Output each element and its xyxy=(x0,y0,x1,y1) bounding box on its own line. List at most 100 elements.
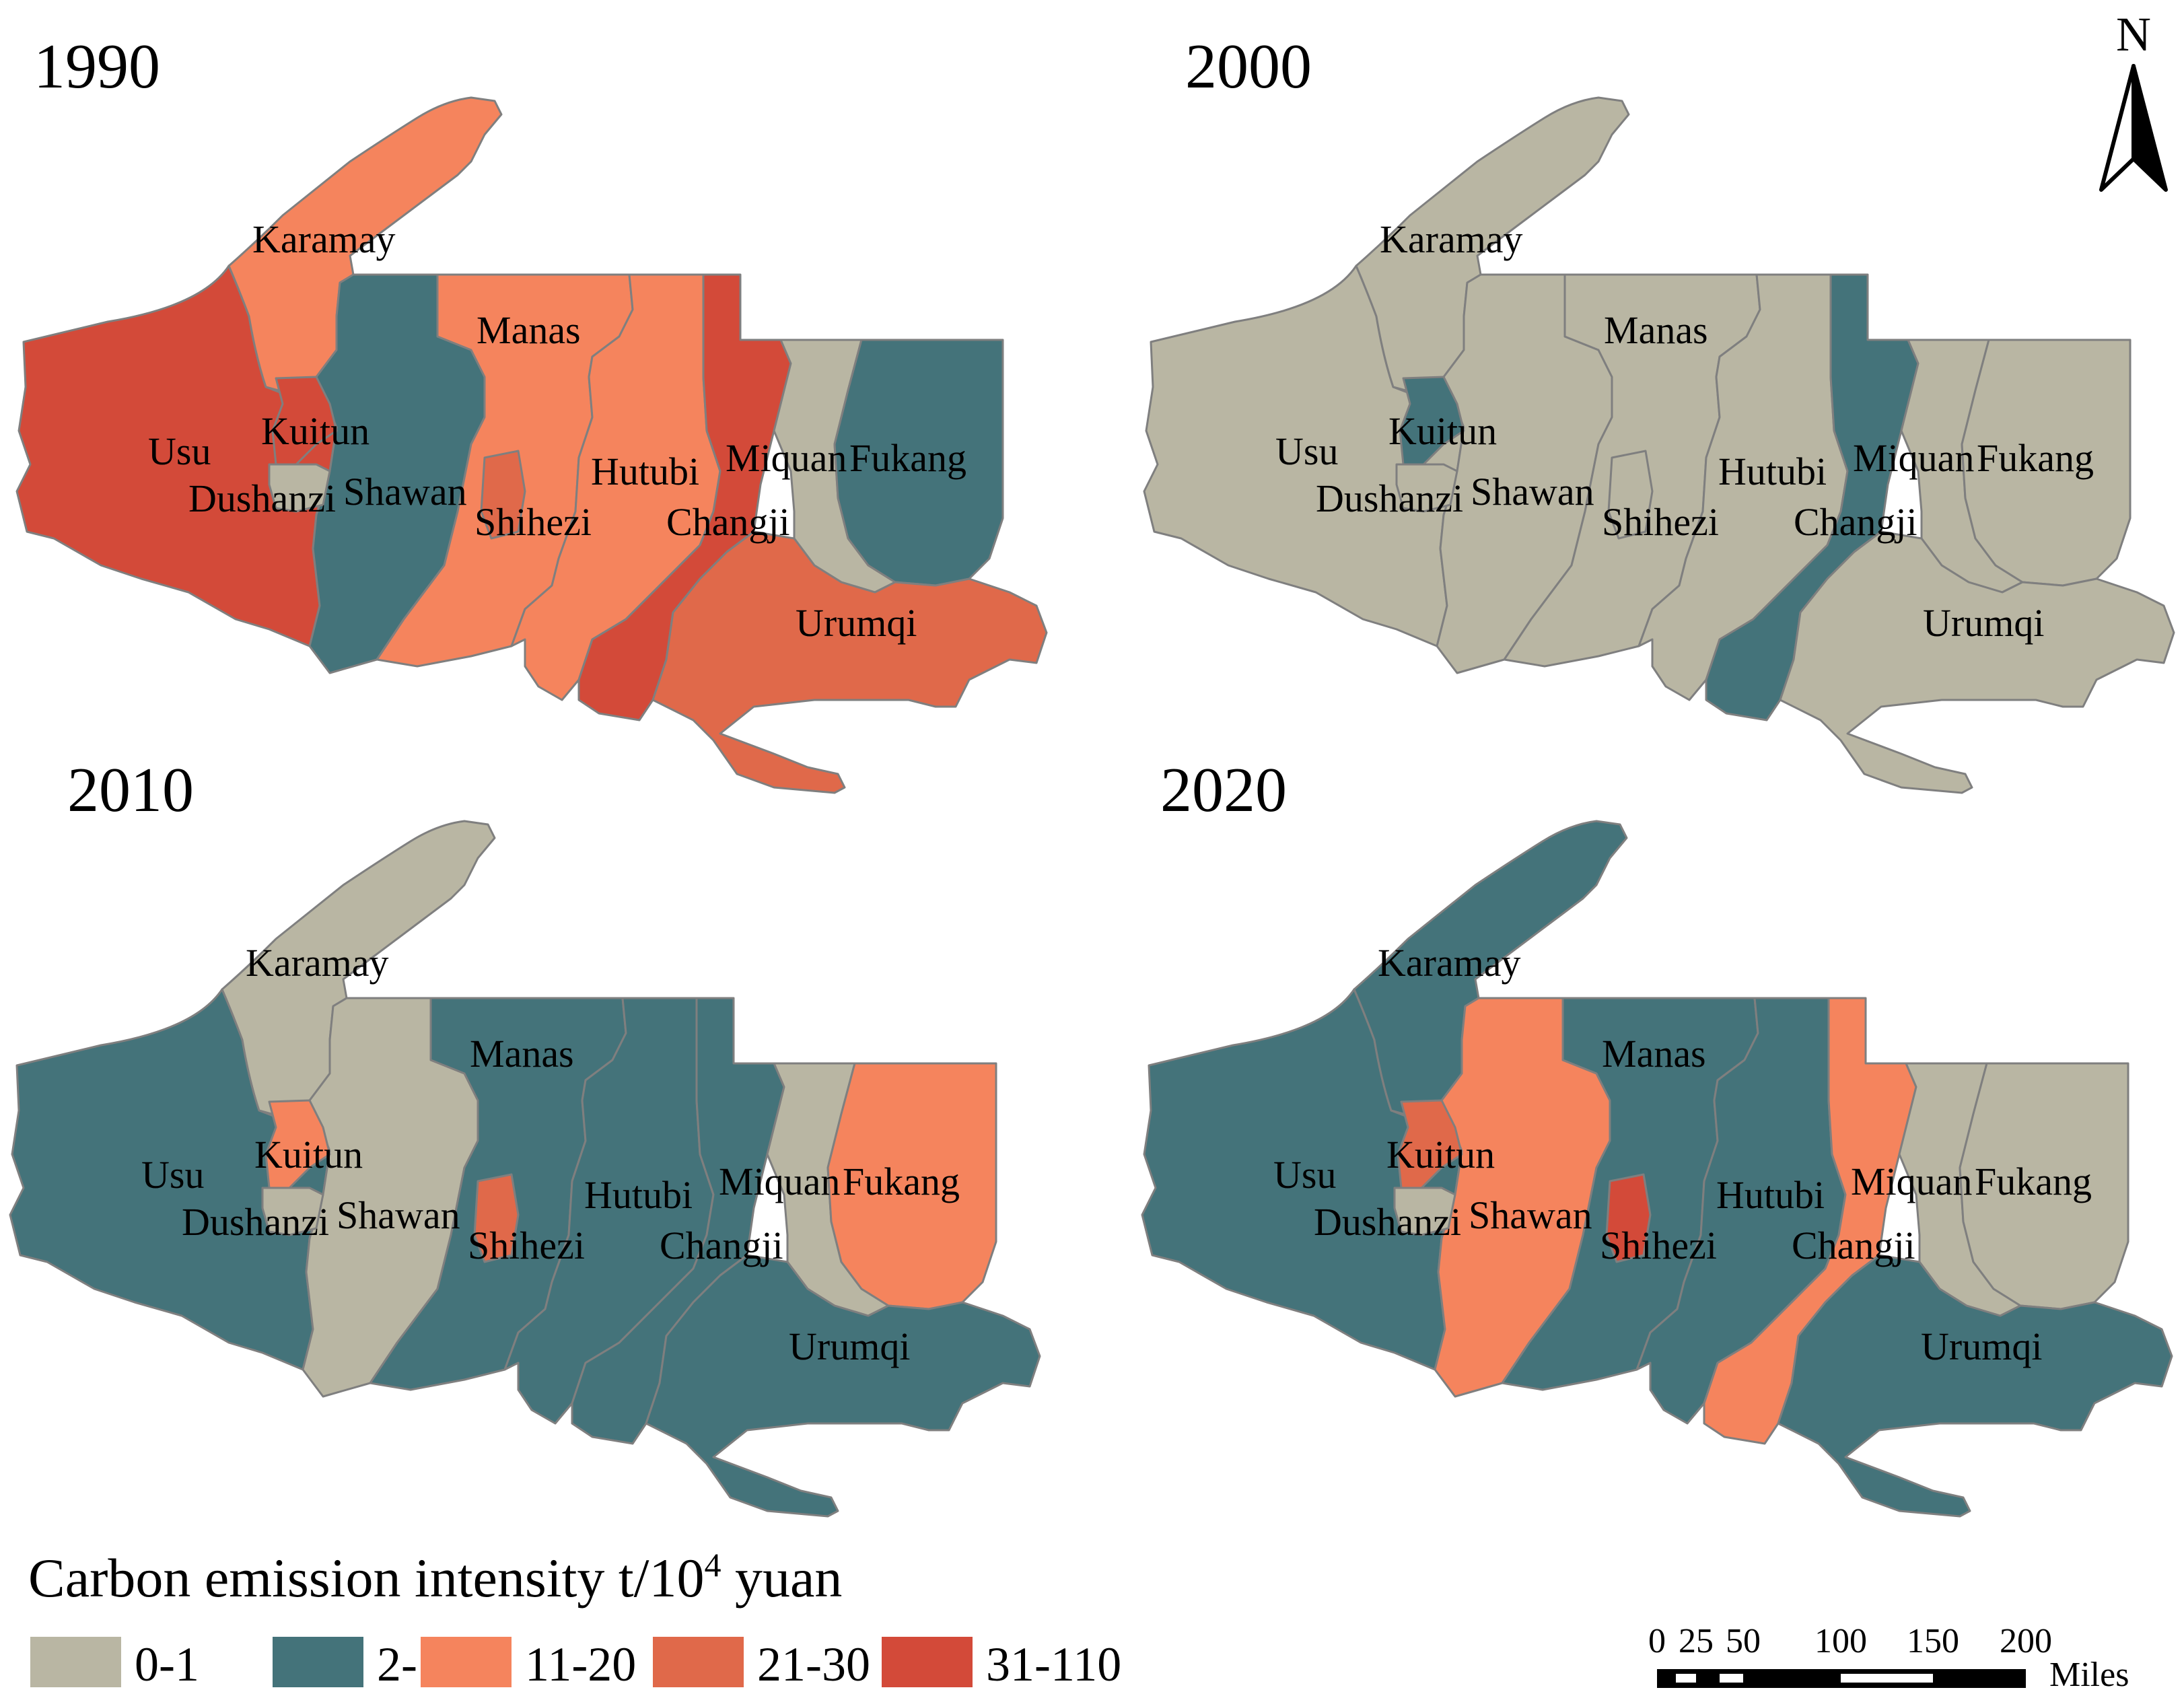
legend-swatch xyxy=(273,1637,363,1687)
city-label-dushanzi: Dushanzi xyxy=(1316,477,1463,520)
city-label-shihezi: Shihezi xyxy=(1602,500,1719,544)
city-label-usu: Usu xyxy=(141,1153,204,1197)
scale-bar-segment xyxy=(1720,1674,1743,1683)
city-label-karamay: Karamay xyxy=(246,941,389,985)
city-label-urumqi: Urumqi xyxy=(789,1325,910,1368)
legend-swatch xyxy=(882,1637,973,1687)
city-label-changji: Changji xyxy=(1792,1224,1915,1267)
legend-swatch xyxy=(421,1637,512,1687)
city-label-urumqi: Urumqi xyxy=(1923,601,2044,645)
city-label-shawan: Shawan xyxy=(1469,1193,1592,1237)
city-label-shawan: Shawan xyxy=(337,1193,460,1237)
region-shihezi xyxy=(480,450,526,540)
scale-tick-label: 200 xyxy=(2000,1622,2052,1660)
region-urumqi xyxy=(651,530,1048,794)
panel-year-title: 1990 xyxy=(34,32,160,102)
city-label-usu: Usu xyxy=(1275,429,1338,473)
city-label-hutubi: Hutubi xyxy=(584,1173,693,1217)
scale-bar-segment xyxy=(1676,1674,1696,1683)
city-label-changji: Changji xyxy=(666,500,790,544)
city-label-shawan: Shawan xyxy=(343,470,467,514)
north-arrow-letter: N xyxy=(2116,7,2151,61)
region-dushanzi xyxy=(261,1187,324,1236)
legend-label: 0-1 xyxy=(135,1637,199,1691)
north-arrow: N xyxy=(2099,7,2168,192)
city-label-dushanzi: Dushanzi xyxy=(182,1200,329,1244)
city-label-kuitun: Kuitun xyxy=(254,1133,363,1176)
city-label-shihezi: Shihezi xyxy=(468,1224,585,1267)
panel-year-title: 2020 xyxy=(1160,755,1287,825)
city-label-karamay: Karamay xyxy=(1380,217,1523,261)
region-karamay xyxy=(227,96,503,398)
scale-bar-segments xyxy=(1657,1669,2026,1688)
city-label-miquan: Miquan xyxy=(1851,1160,1972,1203)
region-shihezi xyxy=(1607,450,1654,540)
city-label-hutubi: Hutubi xyxy=(1718,450,1827,493)
scale-tick-labels: 0 25 50 100 150 200 xyxy=(1648,1622,2052,1660)
panel-year-title: 2000 xyxy=(1185,32,1312,102)
north-arrow-right-half xyxy=(2132,64,2168,192)
city-label-karamay: Karamay xyxy=(252,217,396,261)
region-karamay xyxy=(1355,96,1630,398)
city-label-manas: Manas xyxy=(1604,308,1708,352)
region-shihezi xyxy=(473,1173,520,1263)
scale-tick-label: 150 xyxy=(1907,1622,1959,1660)
scale-tick-label: 50 xyxy=(1726,1622,1761,1660)
region-dushanzi xyxy=(1393,1187,1456,1236)
city-label-hutubi: Hutubi xyxy=(1716,1173,1825,1217)
city-label-shihezi: Shihezi xyxy=(1600,1224,1717,1267)
legend-swatch xyxy=(30,1637,121,1687)
city-label-hutubi: Hutubi xyxy=(591,450,699,493)
region-urumqi xyxy=(1779,530,2175,794)
city-label-fukang: Fukang xyxy=(849,436,966,480)
map-panel-2010: 2010 Karamay Usu Kuitun Dushanzi Shawan Manas S… xyxy=(9,755,1041,1518)
city-label-dushanzi: Dushanzi xyxy=(1314,1200,1461,1244)
legend-swatch xyxy=(653,1637,744,1687)
legend-title: Carbon emission intensity t/104 yuan xyxy=(28,1546,842,1609)
city-label-miquan: Miquan xyxy=(1853,436,1974,480)
city-label-usu: Usu xyxy=(148,429,211,473)
city-label-shihezi: Shihezi xyxy=(474,500,592,544)
map-panel-1990: 1990 Karamay Usu Kuitun Dushanzi Shawan Manas S… xyxy=(15,32,1048,794)
scale-unit-label: Miles xyxy=(2049,1656,2129,1694)
city-label-miquan: Miquan xyxy=(719,1160,840,1203)
scale-tick-label: 0 xyxy=(1648,1622,1666,1660)
region-urumqi xyxy=(1777,1254,2173,1518)
scale-bar-segment xyxy=(1841,1674,1933,1683)
city-label-usu: Usu xyxy=(1273,1153,1336,1197)
region-urumqi xyxy=(645,1254,1041,1518)
city-label-manas: Manas xyxy=(1602,1032,1706,1075)
map-panel-2020: 2020 Karamay Usu Kuitun Dushanzi Shawan Manas S… xyxy=(1141,755,2173,1518)
legend-label: 31-110 xyxy=(986,1637,1121,1691)
city-label-kuitun: Kuitun xyxy=(1388,409,1497,453)
city-label-karamay: Karamay xyxy=(1378,941,1521,985)
city-label-manas: Manas xyxy=(470,1032,574,1075)
city-label-changji: Changji xyxy=(1794,500,1917,544)
region-dushanzi xyxy=(268,463,331,513)
region-kuitun xyxy=(271,376,338,466)
region-shihezi xyxy=(1605,1173,1652,1263)
city-label-urumqi: Urumqi xyxy=(1921,1325,2042,1368)
scale-tick-label: 25 xyxy=(1679,1622,1714,1660)
city-label-fukang: Fukang xyxy=(1975,1160,2092,1203)
region-kuitun xyxy=(265,1099,331,1189)
city-label-kuitun: Kuitun xyxy=(1386,1133,1495,1176)
north-arrow-left-half xyxy=(2099,64,2136,192)
scale-bar: 0 25 50 100 150 200 Miles xyxy=(1648,1622,2129,1694)
region-kuitun xyxy=(1399,376,1465,466)
region-karamay xyxy=(221,820,496,1122)
city-label-dushanzi: Dushanzi xyxy=(188,477,336,520)
panel-year-title: 2010 xyxy=(67,755,194,825)
city-label-urumqi: Urumqi xyxy=(796,601,917,645)
city-label-miquan: Miquan xyxy=(726,436,847,480)
city-label-shawan: Shawan xyxy=(1471,470,1594,514)
city-label-manas: Manas xyxy=(477,308,581,352)
legend-label: 11-20 xyxy=(525,1637,636,1691)
scale-tick-label: 100 xyxy=(1815,1622,1867,1660)
city-label-fukang: Fukang xyxy=(1977,436,2094,480)
legend-label: 21-30 xyxy=(757,1637,870,1691)
region-karamay xyxy=(1353,820,1628,1122)
city-label-kuitun: Kuitun xyxy=(261,409,369,453)
legend: Carbon emission intensity t/104 yuan 0-1… xyxy=(28,1546,1121,1691)
map-panel-2000: 2000 Karamay Usu Kuitun Dushanzi Shawan Manas S… xyxy=(1143,32,2175,794)
